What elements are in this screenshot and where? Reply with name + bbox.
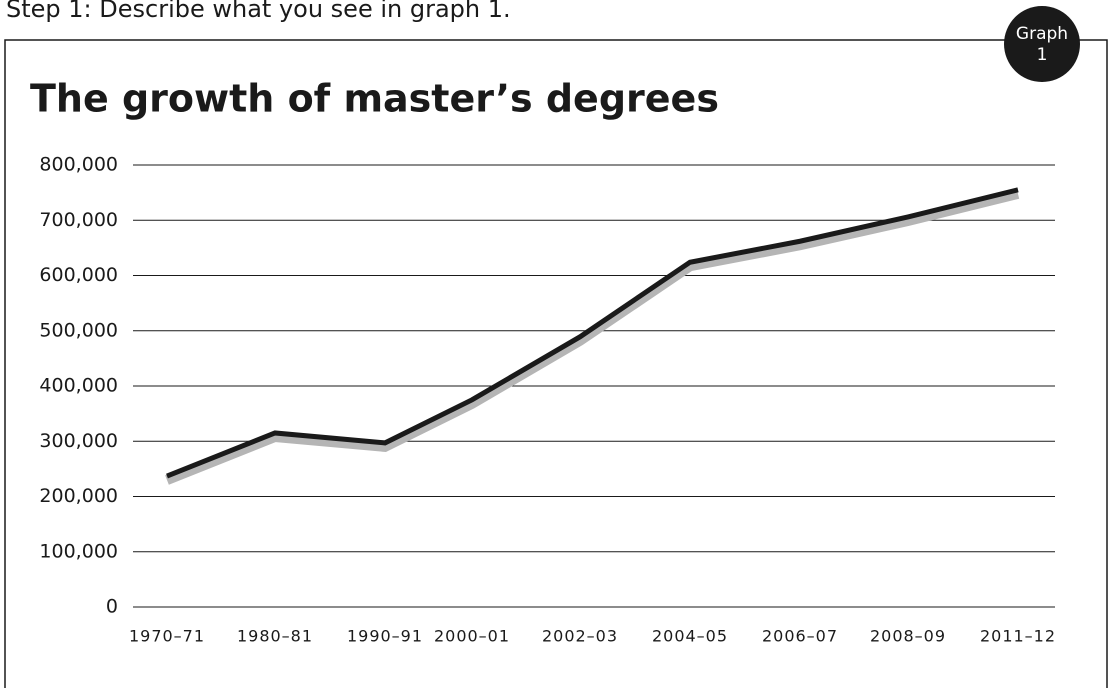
- y-tick-label: 200,000: [39, 485, 118, 507]
- badge-number: 1: [1037, 45, 1048, 65]
- x-tick-label: 2000–01: [434, 627, 510, 646]
- x-tick-label: 1970–71: [129, 627, 205, 646]
- line-shadow: [165, 189, 1020, 485]
- badge-label: Graph: [1016, 24, 1068, 44]
- y-tick-label: 100,000: [39, 540, 118, 562]
- y-tick-label: 400,000: [39, 375, 118, 397]
- x-tick-label: 1990–91: [347, 627, 423, 646]
- y-tick-label: 300,000: [39, 430, 118, 452]
- x-tick-label: 2011–12: [980, 627, 1056, 646]
- frame: [4, 39, 1108, 688]
- x-tick-label: 2002–03: [542, 627, 618, 646]
- y-tick-label: 0: [106, 596, 118, 618]
- x-tick-label: 1980–81: [237, 627, 313, 646]
- y-tick-label: 600,000: [39, 264, 118, 286]
- chart-title: The growth of master’s degrees: [30, 77, 719, 121]
- instruction: Step 1: Describe what you see in graph 1…: [6, 0, 511, 23]
- x-tick-label: 2006–07: [762, 627, 838, 646]
- x-tick-label: 2004–05: [652, 627, 728, 646]
- badge: [1004, 6, 1080, 82]
- y-tick-label: 800,000: [39, 154, 118, 176]
- x-tick-label: 2008–09: [870, 627, 946, 646]
- y-tick-label: 500,000: [39, 319, 118, 341]
- line: [166, 187, 1019, 479]
- y-tick-label: 700,000: [39, 209, 118, 231]
